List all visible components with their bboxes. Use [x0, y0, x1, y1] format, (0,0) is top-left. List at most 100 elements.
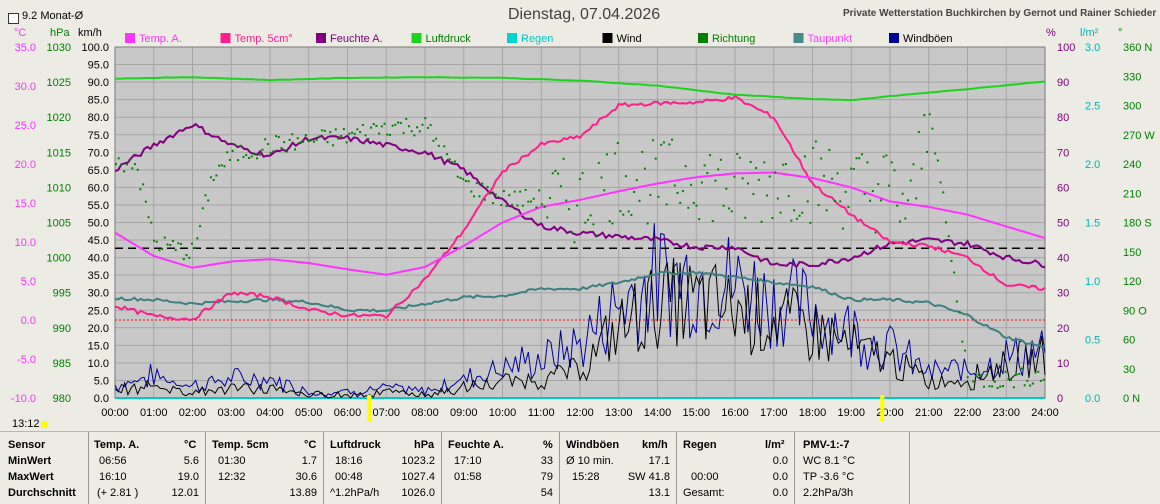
direction-point [245, 153, 248, 156]
stats-regen-total: 0.0 [772, 487, 788, 499]
direction-point [866, 161, 869, 164]
direction-point [822, 174, 825, 177]
direction-point [879, 199, 882, 202]
legend-label: Windböen [903, 33, 953, 45]
direction-point [928, 113, 931, 116]
y-tick-wind: 90.0 [88, 77, 109, 89]
stats-feuchte-max-time: 01:58 [454, 471, 482, 483]
direction-point [318, 135, 321, 138]
direction-point [258, 153, 261, 156]
direction-point [690, 183, 693, 186]
stats-temp-a-unit: °C [184, 439, 197, 451]
direction-point [706, 171, 709, 174]
direction-point [1004, 370, 1007, 373]
direction-point [776, 197, 779, 200]
direction-point [657, 195, 660, 198]
direction-point [133, 163, 136, 166]
direction-point [264, 138, 267, 141]
direction-point [719, 158, 722, 161]
y-tick-pressure: 1025 [47, 77, 71, 89]
direction-point [386, 133, 389, 136]
direction-point [117, 157, 120, 160]
direction-point [738, 156, 741, 159]
direction-point [467, 180, 470, 183]
direction-point [679, 201, 682, 204]
direction-point [546, 216, 549, 219]
y-tick-humidity: 20 [1057, 323, 1069, 335]
direction-point [714, 179, 717, 182]
direction-point [939, 181, 942, 184]
stats-luftdruck-avg: 1026.0 [401, 487, 435, 499]
direction-point [315, 138, 318, 141]
direction-point [630, 213, 633, 216]
x-tick-label: 24:00 [1031, 407, 1059, 419]
direction-point [521, 204, 524, 207]
direction-point [321, 129, 324, 132]
direction-point [947, 235, 950, 238]
stats-regen-min: 0.0 [772, 455, 788, 467]
direction-point [185, 254, 188, 257]
direction-point [747, 182, 750, 185]
direction-point [703, 164, 706, 167]
x-tick-label: 23:00 [992, 407, 1020, 419]
direction-point [269, 151, 272, 154]
direction-point [405, 117, 408, 120]
legend-label: Temp. A. [139, 33, 182, 45]
direction-point [725, 187, 728, 190]
x-tick-label: 11:00 [528, 407, 555, 419]
direction-point [757, 178, 760, 181]
direction-point [961, 340, 964, 343]
direction-point [584, 221, 587, 224]
monthly-average-checkbox[interactable] [8, 13, 19, 24]
stats-luftdruck-header: Luftdruck [330, 439, 381, 451]
direction-point [554, 169, 557, 172]
direction-point [340, 134, 343, 137]
direction-point [999, 385, 1002, 388]
direction-point [356, 128, 359, 131]
y-tick-wind: 15.0 [88, 340, 109, 352]
stats-temp-5cm-avg: 13.89 [289, 487, 317, 499]
x-tick-label: 16:00 [721, 407, 749, 419]
direction-point [1026, 379, 1029, 382]
direction-point [304, 134, 307, 137]
direction-point [1020, 367, 1023, 370]
direction-point [557, 172, 560, 175]
y-tick-temp: 35.0 [15, 42, 36, 54]
y-tick-wind: 100.0 [81, 42, 109, 54]
direction-point [448, 158, 451, 161]
direction-point [302, 140, 305, 143]
direction-point [524, 188, 527, 191]
direction-point [464, 180, 467, 183]
direction-point [280, 147, 283, 150]
stats-windboeen: Windböen km/h Ø 10 min. 17.1 15:28 SW 41… [560, 432, 677, 504]
direction-point [201, 207, 204, 210]
direction-point [516, 204, 519, 207]
direction-point [426, 126, 429, 129]
y-tick-wind: 85.0 [88, 95, 109, 107]
direction-point [779, 211, 782, 214]
direction-point [215, 174, 218, 177]
direction-point [912, 163, 915, 166]
y-tick-direction: 30 [1123, 364, 1135, 376]
direction-point [953, 271, 956, 274]
y-tick-rain: 2.0 [1085, 159, 1100, 171]
direction-point [841, 227, 844, 230]
x-tick-label: 10:00 [489, 407, 517, 419]
y-tick-temp: -10.0 [11, 393, 36, 405]
direction-point [369, 126, 372, 129]
y-tick-pressure: 995 [53, 288, 71, 300]
stats-windboeen-unit: km/h [642, 439, 668, 451]
direction-point [850, 167, 853, 170]
direction-point [744, 216, 747, 219]
direction-point [988, 385, 991, 388]
y-tick-temp: 15.0 [15, 198, 36, 210]
direction-point [869, 199, 872, 202]
y-tick-wind: 95.0 [88, 60, 109, 72]
direction-point [681, 190, 684, 193]
direction-point [459, 176, 462, 179]
stats-feuchte-min: 33 [540, 455, 553, 467]
direction-point [402, 131, 405, 134]
direction-point [926, 150, 929, 153]
direction-point [684, 165, 687, 168]
legend-label: Luftdruck [426, 33, 472, 45]
